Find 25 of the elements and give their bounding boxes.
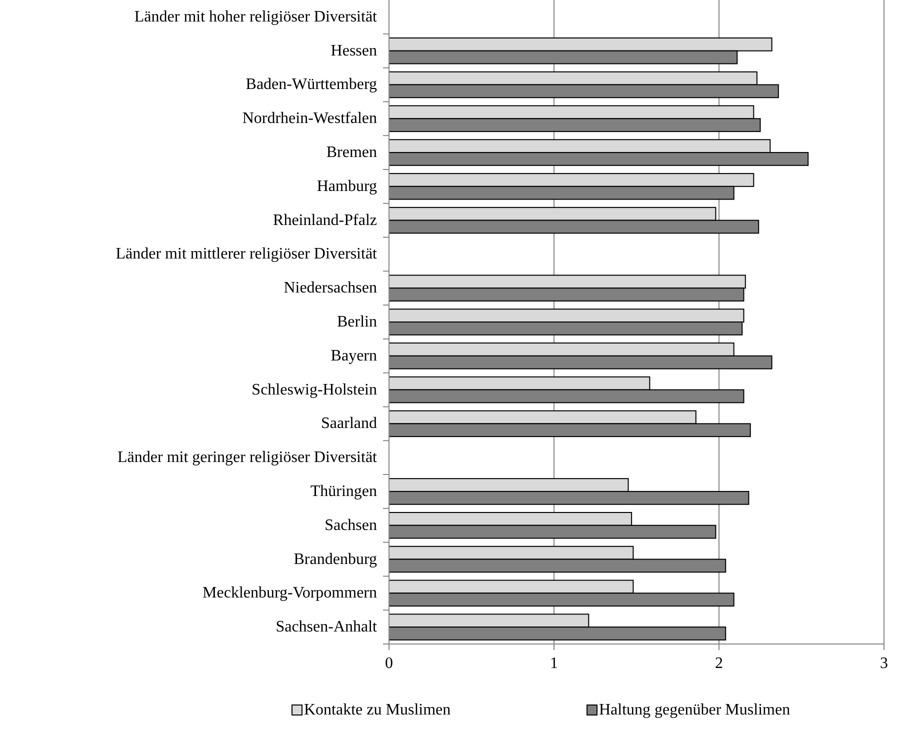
- y-tick-label: Niedersachsen: [284, 280, 377, 297]
- y-tick-label: Sachsen-Anhalt: [276, 618, 378, 636]
- y-tick-label: Bayern: [330, 347, 377, 364]
- y-tick-label: Thüringen: [310, 482, 377, 500]
- y-tick-label: Mecklenburg-Vorpommern: [202, 584, 377, 602]
- x-tick-label: 0: [385, 655, 393, 672]
- y-tick-label: Saarland: [321, 415, 377, 432]
- y-tick-label: Länder mit hoher religiöser Diversität: [134, 8, 378, 26]
- y-tick-label: Berlin: [337, 314, 377, 330]
- y-tick-label: Baden-Württemberg: [246, 76, 377, 94]
- x-tick-label: 1: [550, 655, 558, 672]
- y-tick-label: Hessen: [330, 42, 377, 60]
- y-tick-label: Rheinland-Pfalz: [273, 212, 377, 229]
- y-tick-label: Nordrhein-Westfalen: [242, 110, 377, 128]
- y-tick-label: Bremen: [326, 144, 377, 162]
- y-tick-label: Hamburg: [316, 178, 377, 195]
- y-tick-label: Sachsen: [324, 516, 377, 534]
- y-tick-label: Schleswig-Holstein: [252, 381, 377, 398]
- x-tick-label: 2: [715, 655, 723, 672]
- y-tick-label: Brandenburg: [294, 550, 377, 568]
- y-tick-label: Länder mit geringer religiöser Diversität: [118, 449, 378, 466]
- legend-label: Kontakte zu Muslimen: [304, 702, 451, 718]
- x-tick-label: 3: [880, 655, 888, 672]
- y-tick-label: Länder mit mittlerer religiöser Diversität: [116, 246, 378, 263]
- legend-label: Haltung gegenüber Muslimen: [599, 702, 790, 718]
